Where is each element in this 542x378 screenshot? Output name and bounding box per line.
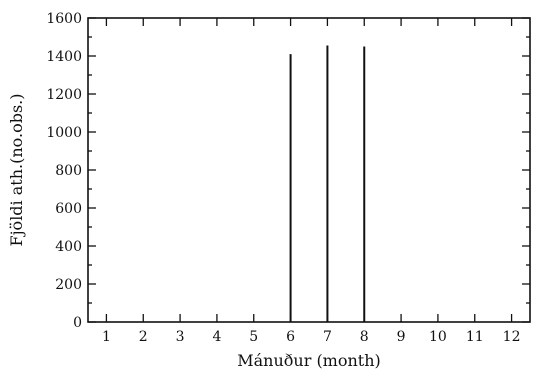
x-tick-label: 12 [503, 329, 521, 345]
x-tick-label: 9 [397, 329, 406, 345]
x-tick-label: 11 [466, 329, 484, 345]
x-tick-label: 2 [139, 329, 148, 345]
x-tick-label: 3 [176, 329, 185, 345]
x-tick-label: 7 [323, 329, 332, 345]
x-axis-title: Mánuður (month) [237, 351, 381, 370]
x-tick-label: 5 [249, 329, 258, 345]
y-tick-labels: 0 200 400 600 800 1000 1200 1400 1600 [46, 11, 82, 331]
x-tick-label: 6 [286, 329, 295, 345]
x-tick-label: 10 [429, 329, 447, 345]
y-tick-label: 400 [55, 239, 82, 255]
y-tick-label: 600 [55, 201, 82, 217]
y-tick-label: 800 [55, 163, 82, 179]
bars [252, 45, 439, 322]
y-tick-label: 1400 [46, 49, 82, 65]
x-tick-label: 1 [102, 329, 111, 345]
y-tick-label: 1200 [46, 87, 82, 103]
y-tick-label: 200 [55, 277, 82, 293]
y-axis-title: Fjöldi ath.(no.obs.) [7, 93, 26, 246]
plot-frame [87, 17, 531, 323]
x-tick-labels: 1 2 3 4 5 6 7 8 9 10 11 12 [102, 329, 521, 345]
y-tick-label: 1000 [46, 125, 82, 141]
axis-ticks [88, 17, 530, 323]
x-tick-label: 4 [212, 329, 221, 345]
x-tick-label: 8 [360, 329, 369, 345]
y-tick-label: 1600 [46, 11, 82, 27]
y-tick-label: 0 [73, 315, 82, 331]
